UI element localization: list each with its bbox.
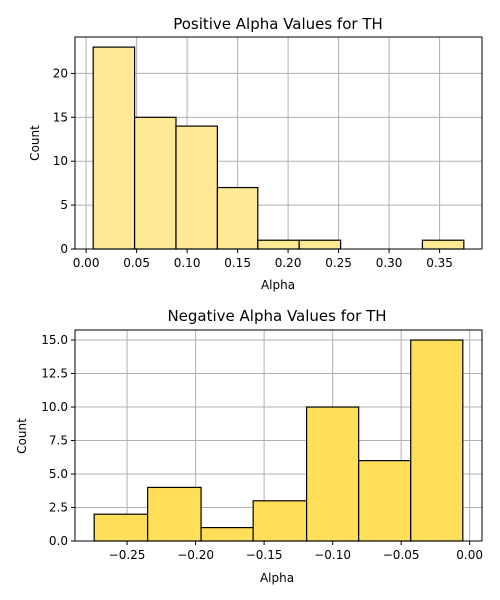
y-tick-label: 5 — [60, 198, 68, 212]
y-tick-label: 12.5 — [41, 367, 68, 381]
x-tick-label: −0.10 — [314, 548, 351, 562]
plot-frame — [74, 36, 483, 250]
histogram-bar — [252, 500, 308, 542]
y-tick-label: 0 — [60, 242, 68, 256]
y-axis-label: Count — [15, 418, 29, 454]
x-tick-label: 0.05 — [123, 256, 150, 270]
x-tick-label: 0.00 — [73, 256, 100, 270]
positive-alpha-histogram: Positive Alpha Values for TH 0.00 0.05 0.1… — [28, 15, 483, 292]
chart-title: Negative Alpha Values for TH — [167, 307, 386, 325]
histogram-bar — [92, 46, 136, 250]
x-tick-label: −0.25 — [109, 548, 146, 562]
histogram-bar — [200, 527, 254, 542]
histogram-bar — [410, 339, 464, 542]
y-axis-label: Count — [28, 125, 42, 161]
x-ticks: −0.25 −0.20 −0.15 −0.10 −0.05 0.00 — [109, 541, 483, 562]
y-tick-label: 10.0 — [41, 400, 68, 414]
bars — [92, 46, 465, 250]
y-ticks: 0.0 2.5 5.0 7.5 10.0 12.5 15.0 — [41, 333, 75, 548]
y-tick-label: 10 — [53, 154, 68, 168]
histogram-bar — [358, 460, 412, 542]
x-tick-label: 0.15 — [224, 256, 251, 270]
y-tick-label: 5.0 — [49, 467, 68, 481]
plot-frame — [74, 329, 483, 542]
x-tick-label: 0.00 — [456, 548, 483, 562]
histogram-bar — [147, 486, 202, 542]
x-tick-label: 0.25 — [325, 256, 352, 270]
histogram-bar — [175, 125, 218, 250]
y-ticks: 0 5 10 15 20 — [53, 66, 75, 256]
x-axis-label: Alpha — [260, 571, 294, 585]
y-tick-label: 15.0 — [41, 333, 68, 347]
x-tick-label: −0.05 — [383, 548, 420, 562]
x-tick-label: 0.30 — [376, 256, 403, 270]
chart-title: Positive Alpha Values for TH — [173, 15, 383, 33]
y-tick-label: 0.0 — [49, 534, 68, 548]
y-tick-label: 20 — [53, 66, 68, 80]
histogram-bar — [216, 186, 259, 250]
x-tick-label: 0.20 — [275, 256, 302, 270]
histogram-bar — [298, 239, 342, 250]
x-tick-label: −0.15 — [246, 548, 283, 562]
x-tick-label: −0.20 — [177, 548, 214, 562]
histogram-bar — [305, 406, 360, 542]
bars — [93, 339, 464, 542]
histogram-bar — [133, 116, 177, 250]
histogram-bar — [421, 239, 465, 250]
x-tick-label: 0.10 — [174, 256, 201, 270]
y-tick-label: 15 — [53, 110, 68, 124]
x-axis-label: Alpha — [261, 278, 295, 292]
x-tick-label: 0.35 — [426, 256, 453, 270]
histogram-bar — [257, 239, 300, 250]
x-ticks: 0.00 0.05 0.10 0.15 0.20 0.25 0.30 0.35 — [73, 249, 453, 270]
y-tick-label: 2.5 — [49, 501, 68, 515]
negative-alpha-histogram: Negative Alpha Values for TH −0.25 −0.20−… — [15, 307, 483, 585]
histogram-bar — [93, 513, 149, 542]
y-tick-label: 7.5 — [49, 434, 68, 448]
